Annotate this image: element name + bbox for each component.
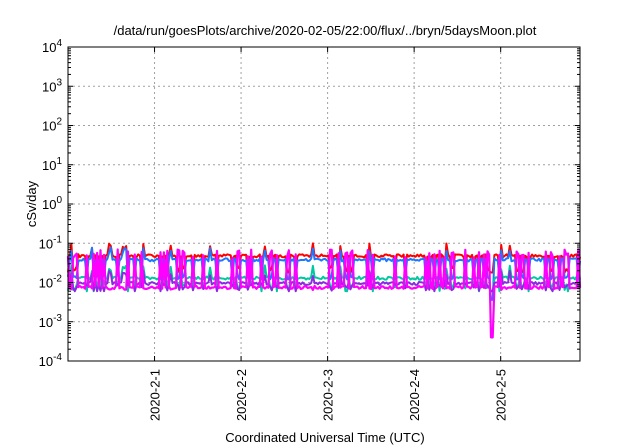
y-axis: 10-4 10-3 10-2 10-1 100 101 102 103 104 <box>39 38 580 369</box>
series-line <box>66 248 582 339</box>
y-tick-label: 101 <box>42 156 62 173</box>
x-tick-label: 2020-2-3 <box>321 369 336 421</box>
x-tick-label: 2020-2-5 <box>494 369 509 421</box>
series-group <box>66 242 582 339</box>
series-line <box>67 246 581 301</box>
y-tick-label: 10-1 <box>39 234 63 251</box>
y-tick-label: 10-2 <box>39 274 63 291</box>
x-tick-label: 2020-2-1 <box>148 369 163 421</box>
x-axis-label: Coordinated Universal Time (UTC) <box>225 430 424 445</box>
y-tick-label: 10-3 <box>39 313 63 330</box>
series-line <box>67 264 581 293</box>
chart-title: /data/run/goesPlots/archive/2020-02-05/2… <box>114 23 537 38</box>
x-tick-label: 2020-2-2 <box>234 369 249 421</box>
y-tick-label: 104 <box>42 38 62 55</box>
y-tick-label: 10-4 <box>39 352 63 369</box>
series-line <box>67 242 581 274</box>
y-tick-label: 102 <box>42 117 62 134</box>
grid <box>68 47 580 361</box>
x-tick-label: 2020-2-4 <box>407 369 422 421</box>
y-tick-label: 100 <box>42 195 62 212</box>
y-tick-label: 103 <box>42 77 62 94</box>
x-axis: 2020-2-1 2020-2-2 2020-2-3 2020-2-4 2020-2-5 <box>148 47 509 421</box>
series-line <box>67 269 581 293</box>
y-axis-label: cSv/day <box>24 180 39 227</box>
